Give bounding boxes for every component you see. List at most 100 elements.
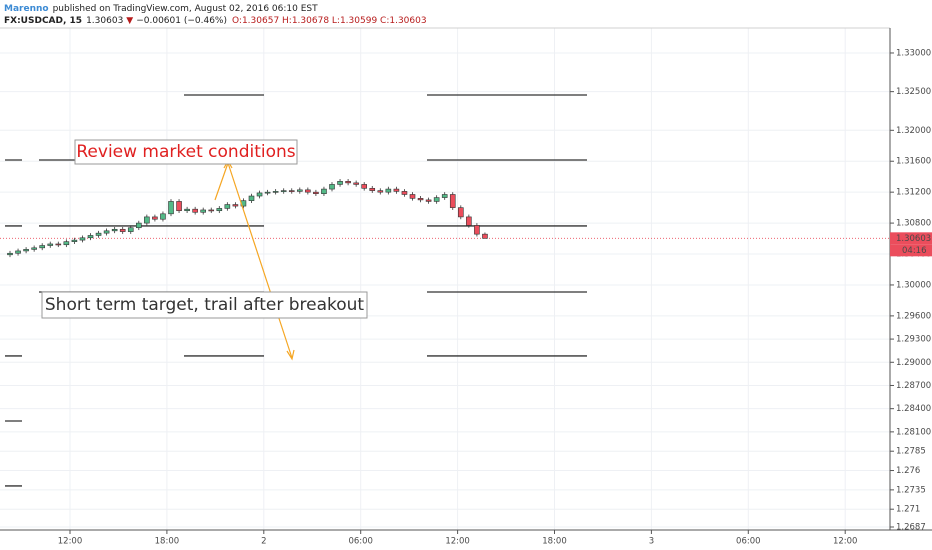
annotation: Review market conditions <box>76 142 295 162</box>
x-tick-label: 2 <box>261 537 266 547</box>
axes: 1.33000 1.32500 1.32000 1.31600 1.31200 1.308… <box>58 48 932 547</box>
candle-body <box>160 213 166 220</box>
change: −0.00601 (−0.46%) <box>136 16 227 26</box>
y-tick-label: 1.276 <box>896 466 920 476</box>
symbol-line: FX:USDCAD, 15 1.30603 ▼ −0.00601 (−0.46%) O:… <box>4 16 427 26</box>
y-tick-label: 1.32500 <box>896 87 931 97</box>
candle-body <box>361 184 368 189</box>
candle-body <box>79 237 86 241</box>
candle-body <box>144 216 150 224</box>
candles <box>7 179 488 258</box>
y-tick-label: 1.2687 <box>896 522 926 532</box>
candle-body <box>200 209 206 213</box>
candle-body <box>393 188 400 192</box>
candle-body <box>136 222 142 229</box>
candle-body <box>313 191 319 195</box>
arrow-line <box>214 162 229 201</box>
candle-body <box>216 208 223 212</box>
candle-body <box>409 194 416 199</box>
annotation-box <box>74 139 298 165</box>
y-tick-label: 1.28100 <box>896 427 931 437</box>
x-tick-label: 18:00 <box>155 537 180 547</box>
candle-body <box>482 233 488 239</box>
candle-body <box>337 181 343 185</box>
candle-body <box>417 198 424 201</box>
candle-body <box>87 235 94 239</box>
candle-body <box>168 201 174 215</box>
candle-body <box>7 252 13 256</box>
candle-body <box>103 230 110 234</box>
annotation: Short term target, trail after breakout <box>45 295 365 315</box>
candle-body <box>474 225 480 235</box>
candle-body <box>31 247 37 250</box>
candle-body <box>345 181 351 184</box>
y-tick-label: 1.28700 <box>896 381 931 391</box>
y-tick-label: 1.29000 <box>896 358 931 368</box>
candle-body <box>39 245 46 249</box>
y-tick-label: 1.28400 <box>896 404 931 414</box>
candle-body <box>55 243 62 246</box>
y-tick-label: 1.271 <box>896 505 920 515</box>
symbol: FX:USDCAD, 15 <box>4 16 82 26</box>
candle-body <box>466 216 472 226</box>
candle-body <box>127 227 134 232</box>
candle-body <box>232 204 239 207</box>
candle-body <box>208 209 215 212</box>
y-tick-label: 1.31600 <box>896 157 931 167</box>
candle-body <box>321 188 327 195</box>
candle-body <box>119 228 126 232</box>
last-price-label: 1.30603 <box>896 234 931 244</box>
candle-body <box>296 189 303 192</box>
candle-body <box>449 194 456 208</box>
candle-body <box>23 249 29 252</box>
y-tick-label: 1.30800 <box>896 219 931 229</box>
y-tick-label: 1.2735 <box>896 485 926 495</box>
candle-body <box>433 197 440 202</box>
last-price-box <box>890 232 932 245</box>
y-tick-label: 1.30000 <box>896 280 931 290</box>
candle-body <box>184 208 190 212</box>
y-tick-label: 1.32000 <box>896 126 931 136</box>
candle-body <box>377 190 384 193</box>
author[interactable]: Marenno <box>4 4 49 14</box>
header-line: Marenno published on TradingView.com, Aug… <box>4 4 318 14</box>
candle-body <box>111 228 118 232</box>
y-tick-label: 1.29600 <box>896 311 931 321</box>
ohlc: O:1.30657 H:1.30678 L:1.30599 C:1.30603 <box>232 16 427 26</box>
candle-body <box>457 207 464 218</box>
candle-body <box>47 243 54 246</box>
x-tick-label: 12:00 <box>58 537 83 547</box>
last: 1.30603 <box>86 16 123 26</box>
candle-body <box>441 194 448 198</box>
x-tick-label: 12:00 <box>833 537 858 547</box>
candle-body <box>15 250 21 254</box>
candle-body <box>401 191 408 195</box>
arrow-head <box>286 349 295 361</box>
countdown-label: 04:16 <box>902 246 927 256</box>
x-tick-label: 06:00 <box>348 537 373 547</box>
y-tick-label: 1.33000 <box>896 48 931 58</box>
candle-body <box>425 199 432 202</box>
candle-body <box>192 208 198 213</box>
candle-body <box>63 241 70 246</box>
down-arrow: ▼ <box>126 16 133 26</box>
candle-body <box>256 192 263 197</box>
arrow-line <box>227 162 293 359</box>
x-tick-label: 12:00 <box>445 537 470 547</box>
candle-body <box>369 187 376 191</box>
annotation-box <box>41 291 368 319</box>
candle-body <box>385 188 392 193</box>
candle-body <box>264 191 271 194</box>
candle-body <box>248 195 255 201</box>
x-tick-label: 06:00 <box>736 537 761 547</box>
countdown-box <box>890 244 932 257</box>
y-tick-label: 1.29300 <box>896 335 931 345</box>
candle-body <box>353 182 359 185</box>
x-tick-label: 3 <box>649 537 654 547</box>
candle-body <box>71 239 78 242</box>
candle-body <box>329 184 335 190</box>
candle-body <box>288 190 295 192</box>
